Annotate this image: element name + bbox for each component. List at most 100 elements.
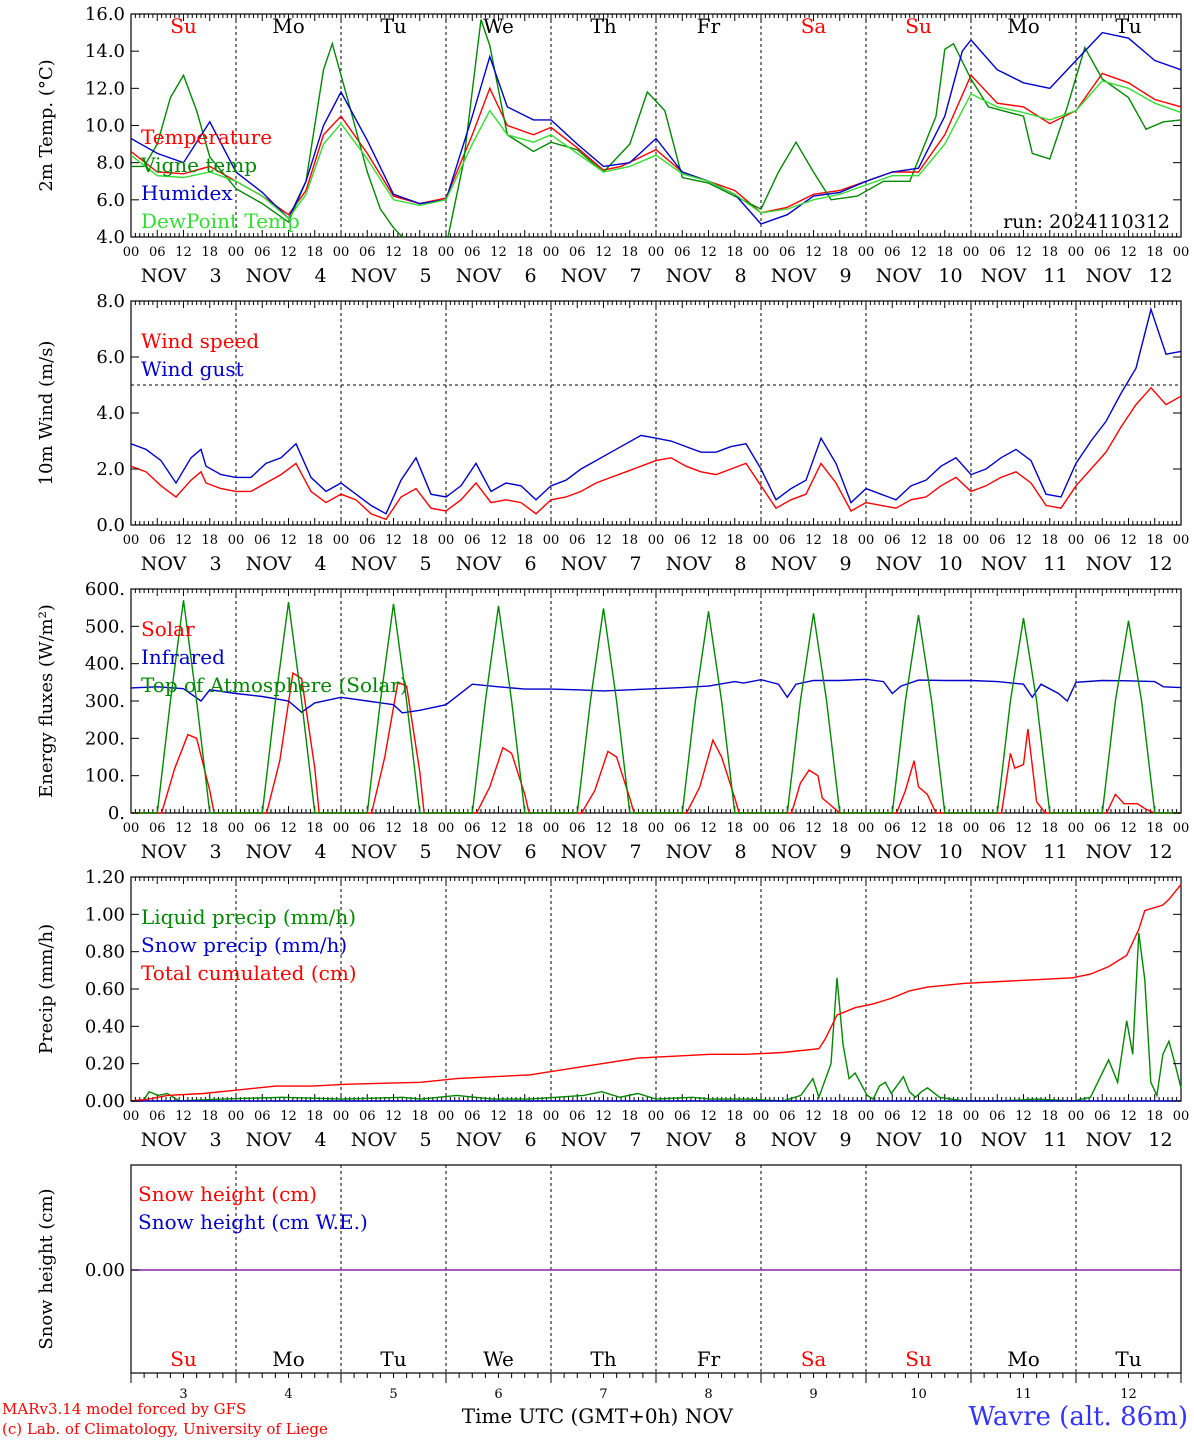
day-number-bottom: 9 bbox=[809, 1387, 817, 1402]
day-number-bottom: 5 bbox=[389, 1387, 397, 1402]
hour-tick-label: 00 bbox=[1173, 821, 1190, 836]
hour-tick-label: 12 bbox=[385, 1109, 402, 1124]
hour-tick-label: 06 bbox=[254, 245, 271, 260]
weekday-label-top: Fr bbox=[697, 14, 721, 38]
series-line-0 bbox=[131, 671, 1181, 814]
y-tick-label: 4.0 bbox=[96, 403, 125, 424]
hour-tick-label: 12 bbox=[280, 1109, 297, 1124]
hour-tick-label: 06 bbox=[989, 1109, 1006, 1124]
month-label: NOV bbox=[141, 841, 187, 863]
y-axis-label: Precip (mm/h) bbox=[36, 924, 57, 1054]
series-line-2 bbox=[131, 600, 1181, 814]
hour-tick-label: 12 bbox=[805, 1109, 822, 1124]
hour-tick-label: 00 bbox=[1068, 821, 1085, 836]
month-label: NOV bbox=[246, 1129, 292, 1151]
day-number-label: 6 bbox=[524, 553, 536, 575]
day-number-label: 3 bbox=[209, 553, 221, 575]
hour-tick-label: 06 bbox=[254, 821, 271, 836]
hour-tick-label: 06 bbox=[1094, 1109, 1111, 1124]
x-axis-label: Time UTC (GMT+0h) bbox=[462, 1404, 679, 1428]
legend-entry: Vigne temp bbox=[140, 153, 257, 177]
hour-tick-label: 12 bbox=[595, 1109, 612, 1124]
day-number-label: 8 bbox=[734, 841, 746, 863]
day-number-label: 12 bbox=[1148, 1129, 1172, 1151]
series-line-1 bbox=[130, 306, 1182, 515]
day-number-label: 7 bbox=[629, 1129, 641, 1151]
hour-tick-label: 12 bbox=[700, 1109, 717, 1124]
legend-entry: Liquid precip (mm/h) bbox=[141, 905, 356, 929]
hour-tick-label: 18 bbox=[306, 533, 323, 548]
hour-tick-label: 12 bbox=[1120, 1109, 1137, 1124]
weekday-label-bottom: Tu bbox=[380, 1347, 406, 1371]
hour-tick-label: 00 bbox=[543, 1109, 560, 1124]
hour-tick-label: 06 bbox=[989, 245, 1006, 260]
hour-tick-label: 06 bbox=[569, 245, 586, 260]
hour-tick-label: 18 bbox=[1041, 533, 1058, 548]
legend-entry: Solar bbox=[141, 617, 195, 641]
month-label: NOV bbox=[141, 553, 187, 575]
hour-tick-label: 18 bbox=[831, 821, 848, 836]
y-tick-label: 1.00 bbox=[85, 904, 125, 925]
legend-entry: Temperature bbox=[141, 125, 272, 149]
day-number-label: 7 bbox=[629, 841, 641, 863]
day-number-label: 9 bbox=[839, 265, 851, 287]
hour-tick-label: 18 bbox=[831, 533, 848, 548]
hour-tick-label: 12 bbox=[385, 245, 402, 260]
hour-tick-label: 12 bbox=[1120, 245, 1137, 260]
day-number-label: 7 bbox=[629, 553, 641, 575]
month-label: NOV bbox=[561, 553, 607, 575]
hour-tick-label: 18 bbox=[1146, 533, 1163, 548]
hour-tick-label: 06 bbox=[464, 821, 481, 836]
day-number-label: 5 bbox=[419, 1129, 431, 1151]
hour-tick-label: 06 bbox=[464, 1109, 481, 1124]
day-number-bottom: 10 bbox=[910, 1387, 927, 1402]
y-tick-label: 8.0 bbox=[96, 153, 125, 174]
hour-tick-label: 18 bbox=[516, 1109, 533, 1124]
legend-entry: Snow precip (mm/h) bbox=[141, 933, 347, 957]
month-label: NOV bbox=[876, 1129, 922, 1151]
weekday-label-top: Mo bbox=[1007, 14, 1040, 38]
hour-tick-label: 18 bbox=[621, 821, 638, 836]
hour-tick-label: 00 bbox=[1068, 1109, 1085, 1124]
hour-tick-label: 00 bbox=[858, 821, 875, 836]
month-label: NOV bbox=[351, 265, 397, 287]
hour-tick-label: 18 bbox=[936, 245, 953, 260]
temp-series-group bbox=[131, 19, 1181, 237]
weekday-label-top: Tu bbox=[1115, 14, 1141, 38]
hour-tick-label: 00 bbox=[333, 533, 350, 548]
hour-tick-label: 06 bbox=[1094, 245, 1111, 260]
hour-tick-label: 00 bbox=[543, 533, 560, 548]
y-tick-label: 0. bbox=[108, 803, 125, 824]
hour-tick-label: 00 bbox=[648, 1109, 665, 1124]
day-number-label: 4 bbox=[314, 841, 326, 863]
hour-tick-label: 12 bbox=[175, 533, 192, 548]
y-tick-label: 6.0 bbox=[96, 190, 125, 211]
hour-tick-label: 18 bbox=[726, 1109, 743, 1124]
day-number-label: 5 bbox=[419, 841, 431, 863]
hour-tick-label: 12 bbox=[910, 533, 927, 548]
weekday-label-top: Su bbox=[170, 14, 197, 38]
hour-tick-label: 12 bbox=[700, 821, 717, 836]
legend-entry: Total cumulated (cm) bbox=[141, 961, 357, 985]
day-number-label: 12 bbox=[1148, 265, 1172, 287]
y-tick-label: 14.0 bbox=[85, 41, 125, 62]
legend-entry: Wind speed bbox=[141, 329, 259, 353]
hour-tick-label: 18 bbox=[201, 533, 218, 548]
month-label: NOV bbox=[141, 265, 187, 287]
month-label: NOV bbox=[1086, 1129, 1132, 1151]
hour-tick-label: 06 bbox=[149, 533, 166, 548]
hour-tick-label: 06 bbox=[674, 1109, 691, 1124]
weekday-label-bottom: We bbox=[483, 1347, 514, 1371]
hour-tick-label: 12 bbox=[595, 245, 612, 260]
weekday-label-bottom: Tu bbox=[1115, 1347, 1141, 1371]
hour-tick-label: 00 bbox=[438, 533, 455, 548]
hour-tick-label: 00 bbox=[648, 533, 665, 548]
weekday-label-bottom: Mo bbox=[272, 1347, 305, 1371]
hour-tick-label: 06 bbox=[254, 1109, 271, 1124]
y-axis-label: Energy fluxes (W/m²) bbox=[36, 604, 57, 798]
temp-series-line-3 bbox=[131, 80, 1181, 220]
day-number-bottom: 4 bbox=[284, 1387, 292, 1402]
month-label: NOV bbox=[561, 265, 607, 287]
day-number-label: 4 bbox=[314, 265, 326, 287]
hour-tick-label: 12 bbox=[490, 821, 507, 836]
